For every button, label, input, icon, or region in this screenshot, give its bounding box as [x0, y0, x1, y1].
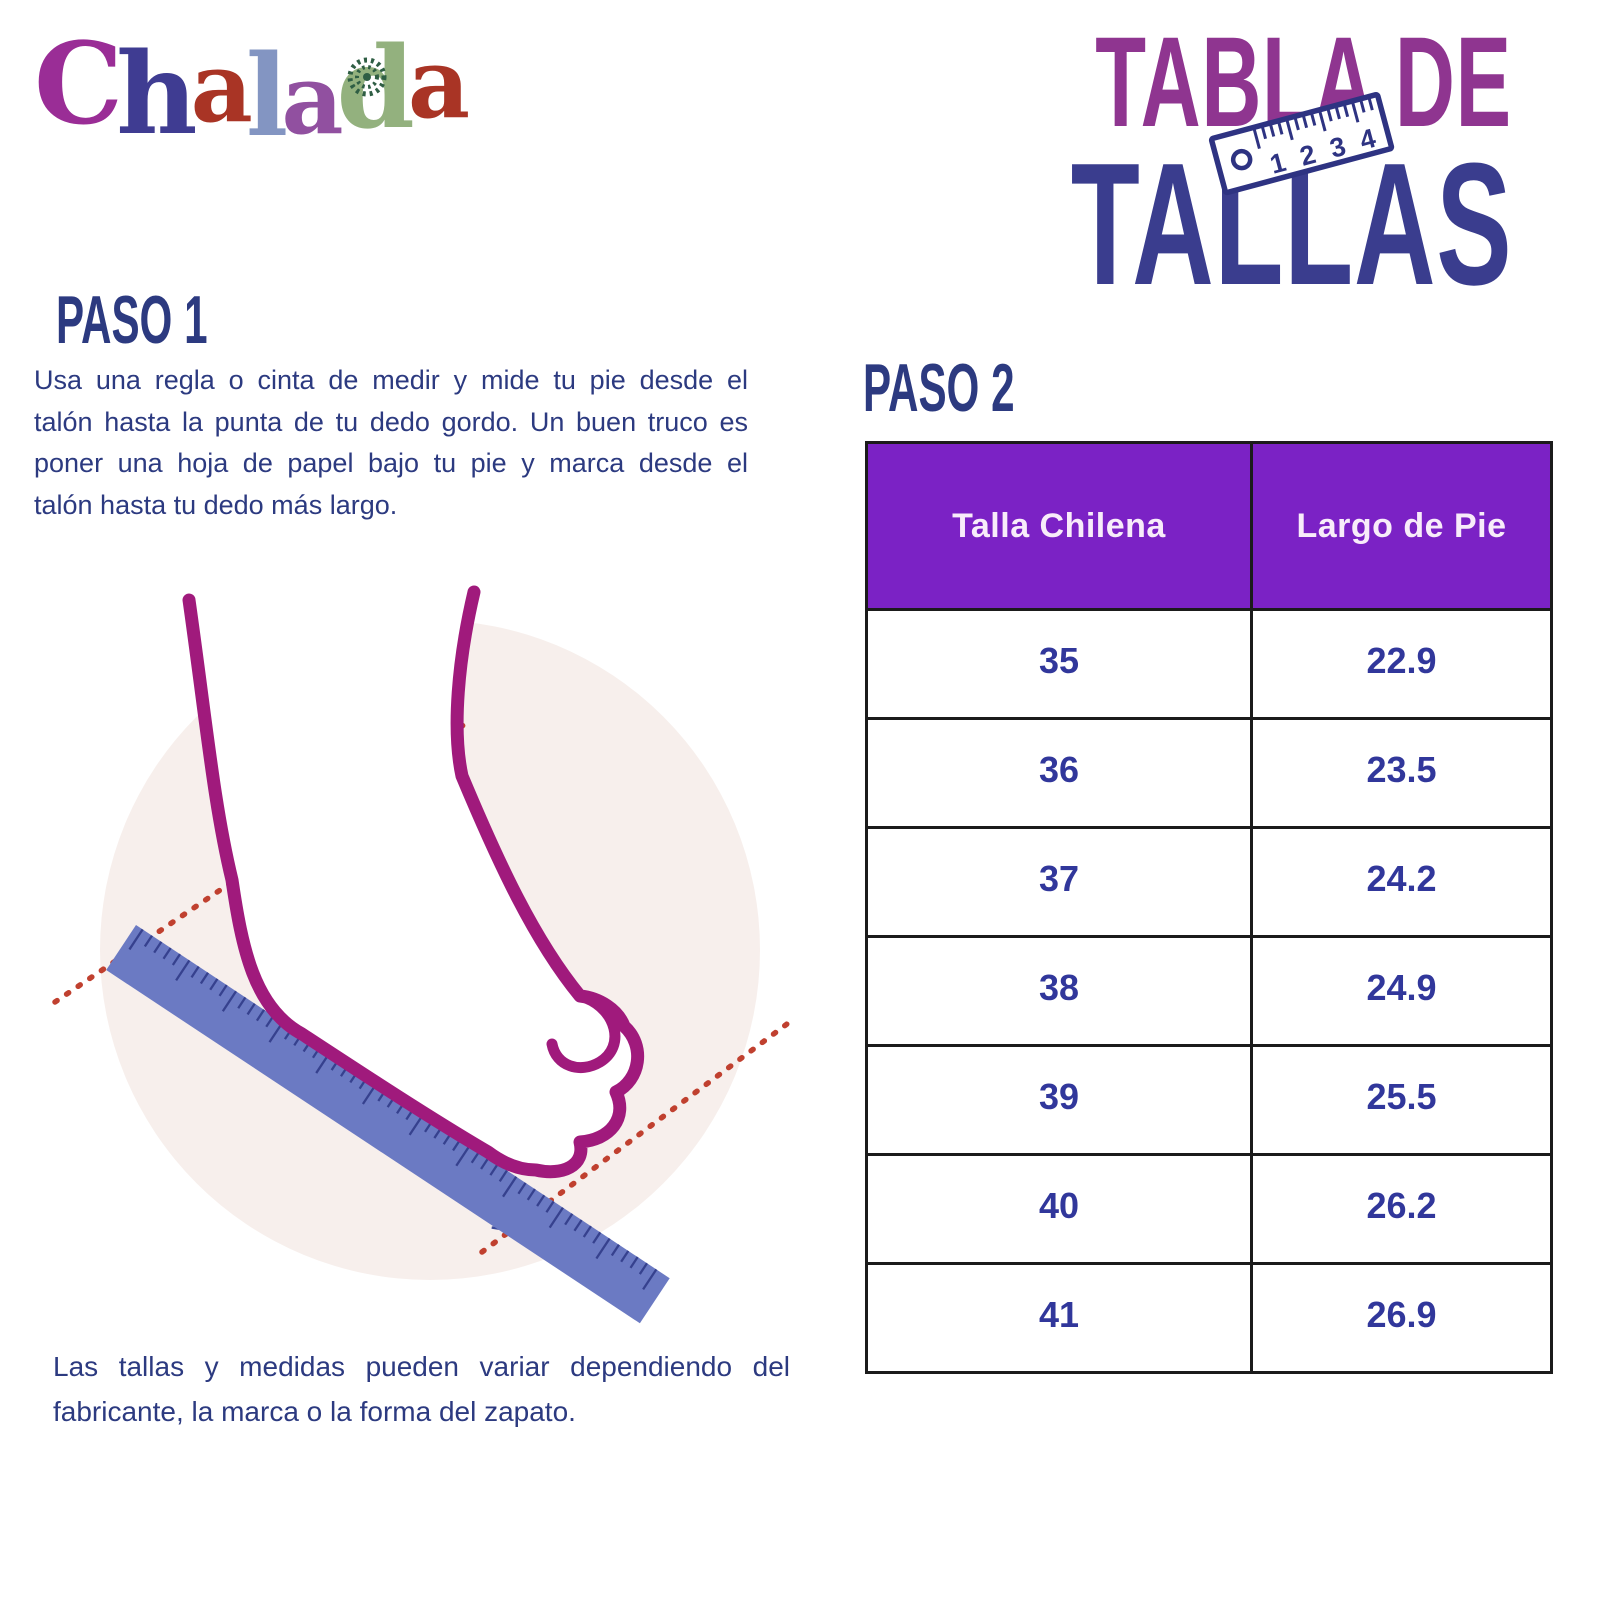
brand-logo: Chalad a: [34, 18, 470, 162]
cell-largo: 23.5: [1250, 717, 1553, 829]
table-row: 41 26.9: [865, 1262, 1553, 1374]
step1-heading: PASO 1: [56, 282, 208, 358]
svg-text:1: 1: [1267, 147, 1289, 180]
cell-talla: 41: [865, 1262, 1253, 1374]
cell-largo: 24.9: [1250, 935, 1553, 1047]
cell-talla: 35: [865, 608, 1253, 720]
cell-largo: 22.9: [1250, 608, 1553, 720]
ruler-badge-hole: [1230, 148, 1253, 171]
table-row: 38 24.9: [865, 935, 1553, 1047]
logo-letter: a: [407, 27, 470, 140]
big-toe-line: [546, 992, 621, 1074]
ruler-badge-body: [1208, 91, 1395, 196]
cell-talla: 37: [865, 826, 1253, 938]
header-cell-talla-chilena: Talla Chilena: [865, 441, 1253, 611]
logo-letter-d: d: [337, 22, 415, 156]
logo-flower-icon: [344, 0, 390, 129]
table-row: 35 22.9: [865, 608, 1553, 720]
logo-letter: C: [34, 19, 123, 150]
cell-talla: 39: [865, 1044, 1253, 1156]
ruler-badge-icon: 1 2 3 4: [1204, 90, 1404, 205]
table-row: 37 24.2: [865, 826, 1553, 938]
step1-paragraph: Usa una regla o cinta de medir y mide tu…: [34, 360, 748, 526]
cell-talla: 40: [865, 1153, 1253, 1265]
header-cell-largo-de-pie: Largo de Pie: [1250, 441, 1553, 611]
size-table: Talla Chilena Largo de Pie 35 22.9 36 23…: [865, 441, 1553, 1374]
step2-heading: PASO 2: [863, 350, 1015, 426]
logo-letter: a: [281, 43, 343, 156]
logo-letter: h: [116, 29, 197, 160]
foot-measurement-illustration: [20, 540, 830, 1355]
svg-text:3: 3: [1327, 131, 1349, 164]
logo-letter: a: [190, 31, 253, 144]
logo-letter: l: [245, 31, 288, 162]
paragraph-line: talón hasta la punta de tu dedo gordo. U…: [34, 406, 748, 437]
ruler-graphic: [106, 925, 670, 1324]
foot-icon: [182, 585, 645, 1179]
toe-guide-dotted-line: [479, 1015, 798, 1255]
ruler-badge-ticks: [1252, 98, 1374, 150]
paragraph-line: Usa una regla o cinta de medir y mide tu…: [34, 365, 748, 395]
cell-largo: 24.2: [1250, 826, 1553, 938]
table-row: 36 23.5: [865, 717, 1553, 829]
disclaimer-text: Las tallas y medidas pueden variar depen…: [53, 1344, 790, 1434]
paragraph-line: talón hasta tu dedo más largo.: [34, 489, 398, 520]
page-title: TABLA DE TALLAS: [833, 11, 1512, 321]
svg-text:2: 2: [1297, 139, 1319, 172]
title-line-2: TALLAS: [1070, 125, 1512, 321]
table-row: 39 25.5: [865, 1044, 1553, 1156]
svg-text:4: 4: [1357, 123, 1379, 156]
paragraph-line: poner una hoja de papel bajo tu pie y ma…: [34, 448, 748, 478]
disclaimer-line: Las tallas y medidas pueden variar depen…: [53, 1351, 790, 1382]
cell-largo: 25.5: [1250, 1044, 1553, 1156]
title-line-1: TABLA DE: [1095, 11, 1512, 154]
table-row: 40 26.2: [865, 1153, 1553, 1265]
cell-largo: 26.9: [1250, 1262, 1553, 1374]
cell-talla: 36: [865, 717, 1253, 829]
cell-largo: 26.2: [1250, 1153, 1553, 1265]
cell-talla: 38: [865, 935, 1253, 1047]
table-header-row: Talla Chilena Largo de Pie: [865, 441, 1553, 611]
disclaimer-line: fabricante, la marca o la forma del zapa…: [53, 1396, 576, 1427]
